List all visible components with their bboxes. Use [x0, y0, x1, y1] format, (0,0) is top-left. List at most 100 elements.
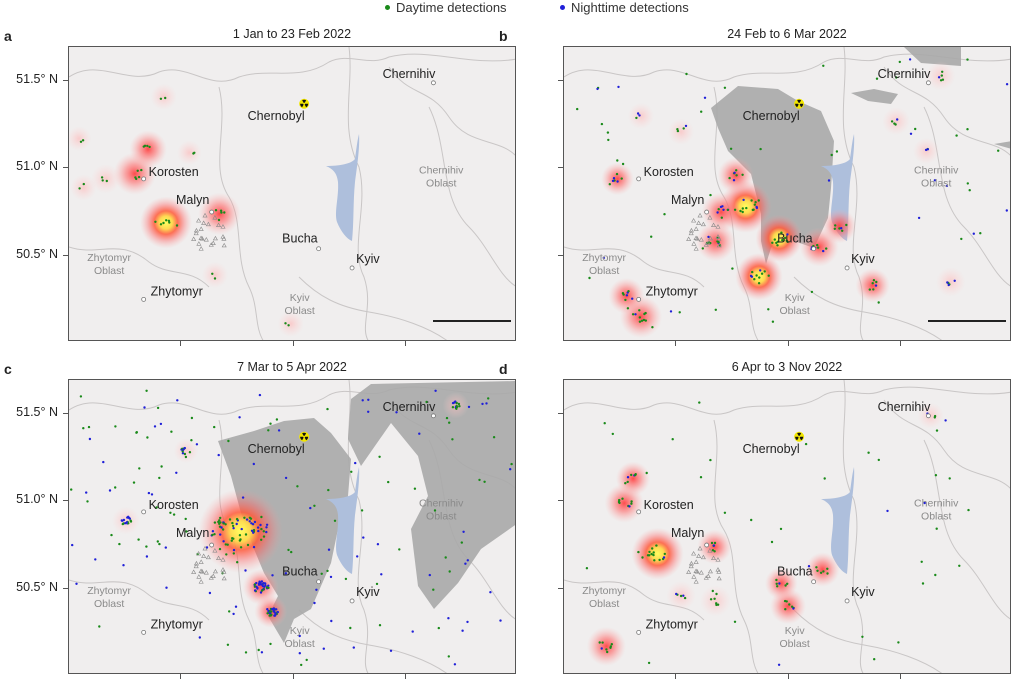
triangle-marker: [201, 220, 207, 225]
daytime-detection: [877, 458, 880, 462]
daytime-detection: [239, 538, 242, 541]
nighttime-detection: [259, 591, 263, 594]
triangle-marker: [220, 224, 226, 229]
daytime-detection: [644, 311, 647, 315]
city-label: Malyn: [176, 193, 209, 207]
daytime-detection: [290, 550, 293, 554]
city-label: Malyn: [671, 526, 704, 540]
nighttime-detection: [208, 591, 212, 595]
nighttime-detection: [953, 279, 956, 282]
nighttime-detection: [234, 605, 238, 608]
triangle-marker: [715, 224, 721, 229]
daytime-detection: [239, 546, 243, 549]
city-marker: [704, 542, 710, 548]
daytime-detection: [815, 566, 818, 569]
daytime-detection: [137, 538, 140, 541]
panel-letter: c: [4, 361, 12, 377]
nighttime-detection: [164, 546, 167, 549]
detection-density-hotspot: [176, 140, 202, 166]
nighttime-detection: [462, 530, 465, 533]
x-tick-mark: [900, 341, 901, 346]
nighttime-detection: [684, 124, 688, 128]
city-marker: [209, 542, 215, 548]
nighttime-detection: [259, 581, 262, 585]
city-label: Kyiv: [356, 585, 380, 599]
daytime-detection: [252, 528, 256, 532]
detection-density-hotspot: [111, 506, 140, 535]
daytime-detection: [781, 238, 784, 242]
admin-border: [883, 399, 1010, 489]
daytime-detection: [644, 319, 647, 322]
daytime-detection: [935, 527, 938, 530]
oblast-label: Chernihiv Oblast: [419, 498, 464, 523]
nighttime-detection: [908, 58, 912, 61]
daytime-detection: [620, 177, 623, 180]
daytime-detection: [776, 585, 779, 588]
daytime-detection: [213, 521, 217, 524]
triangle-marker: [201, 553, 207, 558]
daytime-detection: [861, 635, 864, 638]
triangle-marker: [212, 568, 218, 574]
daytime-detection: [183, 452, 187, 456]
legend-nighttime-label: Nighttime detections: [571, 0, 689, 15]
y-tick-mark: [558, 500, 563, 502]
nighttime-detection: [85, 491, 88, 494]
daytime-detection: [326, 569, 329, 573]
occupied-area: [994, 141, 1010, 149]
nighttime-detection: [75, 582, 78, 585]
daytime-detection: [275, 418, 279, 421]
daytime-detection: [726, 208, 729, 212]
nighttime-detection: [120, 519, 123, 522]
city-label: Zhytomyr: [151, 284, 203, 298]
triangle-marker: [191, 236, 197, 241]
daytime-detection: [760, 272, 764, 275]
triangle-marker: [696, 220, 702, 225]
daytime-detection: [921, 582, 925, 585]
city-label: Malyn: [176, 526, 209, 540]
nighttime-detection: [367, 410, 370, 413]
daytime-detection: [785, 239, 788, 242]
panel-letter: b: [499, 28, 508, 44]
triangle-marker: [212, 235, 218, 241]
triangle-marker: [693, 568, 699, 573]
legend-daytime: Daytime detections: [385, 0, 507, 15]
daytime-detection: [82, 182, 85, 186]
daytime-detection: [193, 151, 196, 154]
nighttime-detection: [253, 589, 257, 592]
nighttime-detection: [165, 586, 168, 589]
triangle-marker: [693, 579, 699, 584]
triangle-marker: [216, 555, 222, 560]
daytime-detection: [618, 498, 621, 502]
nighttime-detection: [822, 249, 825, 253]
chernobyl-label: Chernobyl: [743, 109, 800, 123]
nighttime-detection: [127, 515, 130, 518]
map-panel-d: Zhytomyr Oblast Kyiv Oblast Chernihiv Oblast K…: [563, 379, 1011, 674]
triangle-marker: [203, 237, 209, 242]
daytime-detection: [269, 422, 272, 425]
triangle-marker: [700, 221, 706, 227]
daytime-detection: [753, 203, 756, 206]
city-marker: [844, 598, 850, 604]
city-marker: [431, 413, 436, 419]
daytime-detection: [819, 571, 823, 574]
nighttime-detection: [205, 546, 209, 549]
triangle-marker: [203, 570, 209, 575]
nighttime-detection: [198, 636, 201, 639]
triangle-marker: [199, 569, 205, 574]
daytime-detection: [129, 519, 132, 522]
triangle-marker: [196, 574, 202, 579]
daytime-detection: [630, 500, 633, 503]
daytime-detection: [685, 72, 688, 76]
triangle-marker: [205, 554, 211, 560]
city-marker: [431, 80, 436, 86]
nighttime-detection: [313, 601, 316, 605]
daytime-detection: [260, 538, 263, 541]
triangle-marker: [198, 235, 204, 240]
x-tick-mark: [405, 341, 406, 346]
y-tick-mark: [558, 413, 563, 415]
daytime-detection: [445, 416, 449, 420]
triangle-marker: [691, 241, 697, 246]
daytime-detection: [645, 471, 648, 475]
occupied-area: [904, 47, 961, 66]
triangle-marker: [221, 236, 227, 241]
